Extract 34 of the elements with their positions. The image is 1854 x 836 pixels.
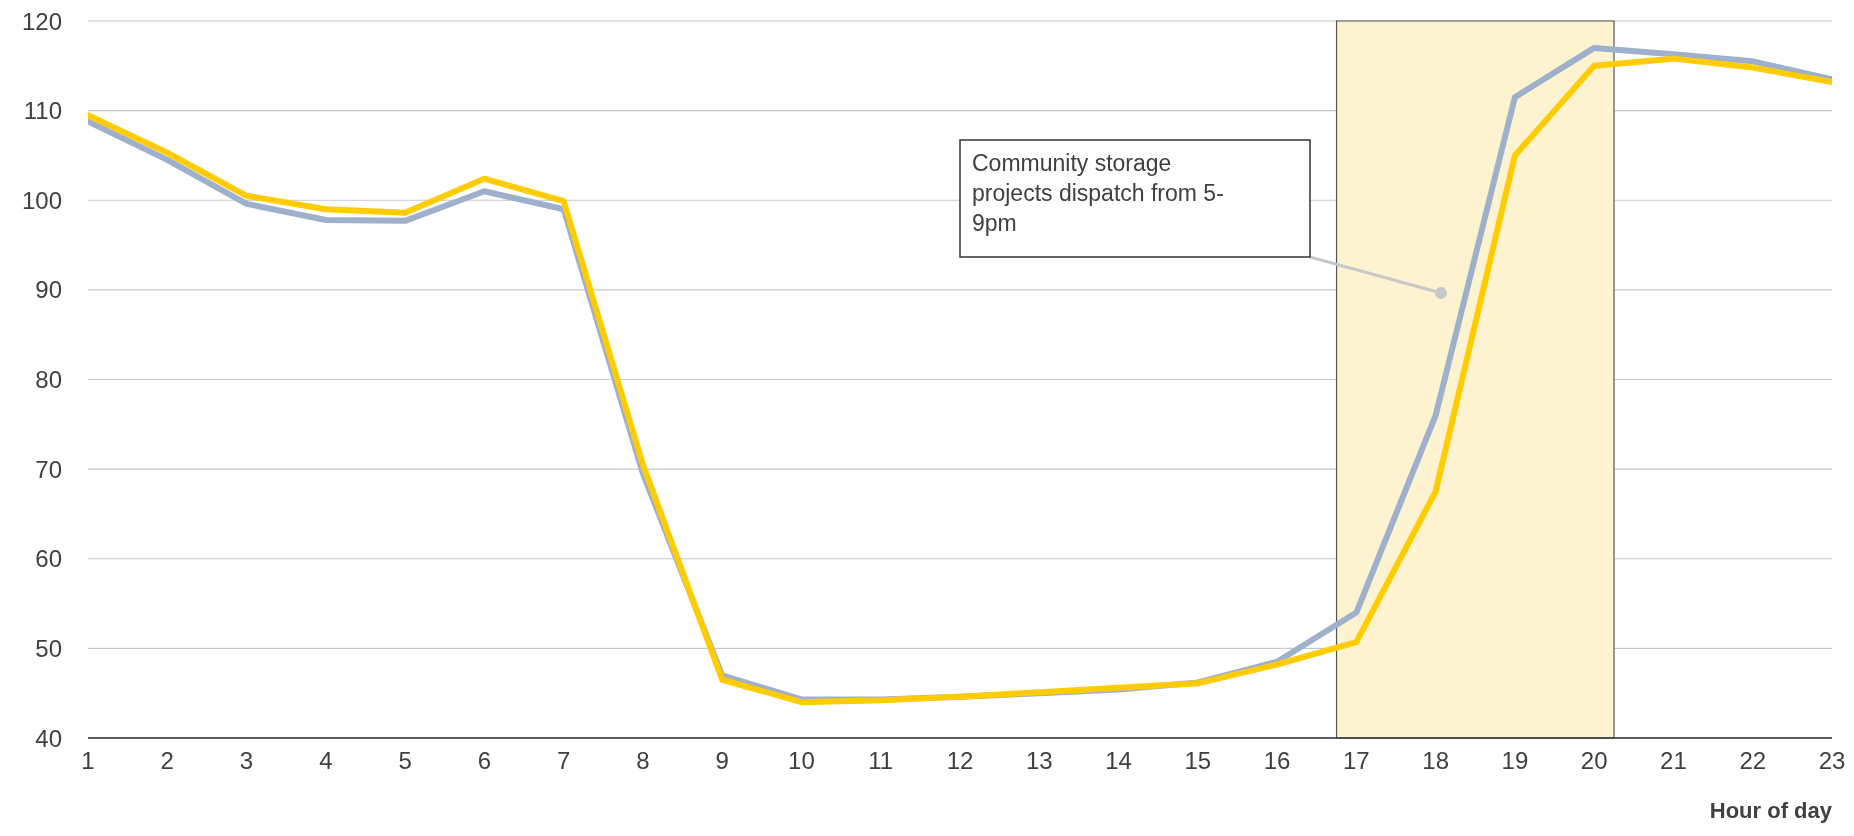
x-tick-label: 4 [319,747,333,775]
x-tick-label: 12 [946,747,974,775]
y-tick-label: 120 [21,7,62,35]
x-tick-label: 10 [788,747,815,775]
x-tick-label: 9 [715,747,729,775]
x-tick-label: 13 [1025,747,1053,775]
y-tick-label: 100 [21,186,62,214]
annotation: Community storage projects dispatch from 5-9pm [971,149,1225,238]
x-tick-label: 23 [1818,747,1846,775]
x-tick-label: 6 [477,747,492,775]
y-tick-label: 90 [35,276,62,304]
x-tick-label: 1 [81,747,95,775]
y-tick-label: 80 [35,366,62,394]
y-tick-label: 70 [35,455,62,483]
x-tick-label: 18 [1422,747,1449,775]
x-tick-label: 15 [1184,747,1212,775]
x-tick-label: 22 [1739,747,1767,775]
x-tick-label: 20 [1580,747,1608,775]
x-tick-label: 16 [1263,747,1291,775]
x-tick-label: 17 [1343,747,1370,775]
x-tick-label: 21 [1660,747,1687,775]
x-tick-label: 14 [1105,747,1132,775]
x-axis-title: Hour of day [1709,798,1833,823]
y-tick-label: 60 [35,545,62,573]
x-tick-label: 7 [556,747,571,775]
x-tick-label: 3 [239,747,254,775]
x-tick-label: 19 [1501,747,1529,775]
y-tick-label: 40 [35,724,62,752]
y-tick-label: 50 [35,634,62,662]
x-tick-label: 8 [636,747,650,775]
x-tick-label: 2 [160,747,174,775]
x-tick-label: 5 [398,747,412,775]
y-tick-label: 110 [23,97,62,125]
x-tick-label: 11 [868,747,894,775]
